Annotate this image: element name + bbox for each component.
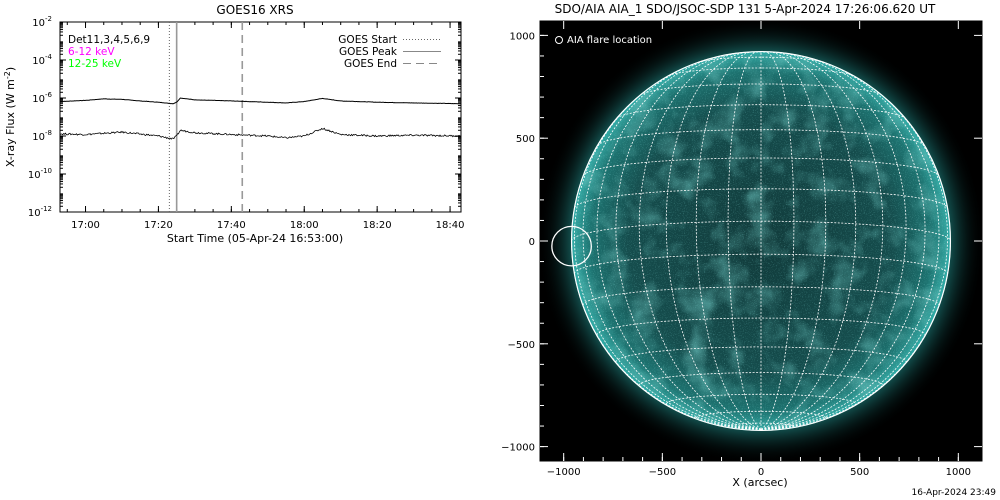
flare-location-circle (551, 225, 592, 267)
goes-x-ticks: 17:00 17:20 17:40 18:00 18:20 18:40 (66, 22, 465, 231)
aia-title: SDO/AIA AIA_1 SDO/JSOC-SDP 131 5-Apr-202… (555, 2, 936, 16)
aia-x-tick-label: 0 (758, 467, 764, 478)
aia-solar-image (540, 21, 982, 461)
flare-legend-label: AIA flare location (567, 35, 652, 46)
latitude-line (616, 104, 906, 119)
goes-x-tick-label: 18:00 (290, 220, 319, 231)
goes-y-tick-label: 10-8 (32, 129, 52, 143)
goes-marker-legend: GOES Start GOES Peak GOES End (338, 34, 441, 70)
longitude-line (727, 51, 762, 430)
longitude-line (760, 51, 857, 430)
aia-y-tick-label: 0 (529, 237, 535, 248)
aia-y-tick-label: −500 (508, 340, 535, 351)
goes-x-axis-label: Start Time (05-Apr-24 16:53:00) (167, 232, 343, 245)
longitude-line (615, 52, 762, 430)
goes-series (59, 97, 462, 140)
latitude-line (574, 188, 948, 208)
aia-disk-texture (571, 51, 951, 431)
longitude-line (582, 59, 762, 430)
aia-y-ticks: 1000 500 0 −500 −1000 (501, 31, 982, 454)
longitude-line (760, 79, 949, 430)
goes-legend-12-25kev: 12-25 keV (68, 58, 122, 70)
goes-x-tick-label: 17:20 (144, 220, 173, 231)
longitude-line (760, 52, 907, 430)
footer-timestamp: 16-Apr-2024 23:49 (912, 488, 997, 498)
goes-x-tick-label: 17:40 (217, 220, 246, 231)
longitude-line (760, 51, 795, 430)
latitude-line (668, 67, 854, 77)
aia-x-ticks: −1000 −500 0 500 1000 (547, 21, 971, 478)
legend-goes-peak-label: GOES Peak (339, 46, 398, 58)
goes-y-tick-label: 10-10 (28, 167, 52, 181)
goes-y-axis-label: X-ray Flux (W m-2) (3, 67, 17, 167)
longitude-line (760, 51, 884, 430)
legend-goes-end-label: GOES End (344, 58, 397, 70)
goes-title: GOES16 XRS (216, 3, 293, 17)
goes-y-tick-label: 10-12 (28, 205, 52, 219)
longitude-line (760, 59, 940, 430)
goes-y-ticks: 10-2 10-4 10-6 10-8 10-10 10-12 (28, 15, 461, 219)
aia-y-tick-label: 1000 (510, 31, 535, 42)
aia-flare-legend: AIA flare location (555, 35, 652, 46)
aia-x-tick-label: −1000 (547, 467, 581, 478)
goes-panel: GOES16 XRS 10-2 10-4 10-6 10-8 10-10 10-12 17… (3, 3, 464, 245)
latitude-line (582, 286, 940, 306)
aia-x-axis-label: X (arcsec) (732, 476, 787, 489)
aia-x-tick-label: 1000 (946, 467, 971, 478)
goes-legend-6-12kev: 6-12 keV (68, 46, 115, 58)
goes-event-markers (168, 22, 244, 212)
goes-x-tick-label: 18:40 (436, 220, 465, 231)
longitude-line (638, 51, 762, 430)
goes-series-line-1 (59, 127, 462, 140)
heliographic-grid (571, 51, 951, 430)
goes-x-tick-label: 17:00 (71, 220, 100, 231)
longitude-line (573, 79, 762, 430)
goes-plot-frame (59, 21, 462, 213)
latitude-line (596, 129, 926, 146)
flare-legend-symbol (555, 36, 563, 44)
aia-x-tick-label: 500 (850, 467, 869, 478)
aia-panel: SDO/AIA AIA_1 SDO/JSOC-SDP 131 5-Apr-202… (501, 2, 983, 489)
goes-y-tick-label: 10-2 (32, 15, 52, 29)
goes-y-tick-label: 10-6 (32, 91, 52, 105)
longitude-line (760, 54, 926, 430)
aia-y-tick-label: −1000 (501, 443, 535, 454)
goes-y-tick-label: 10-4 (32, 53, 52, 67)
aia-limb-outline (570, 50, 952, 432)
latitude-line (640, 83, 882, 96)
aia-limb-glow (571, 51, 951, 431)
legend-goes-start-label: GOES Start (338, 34, 397, 46)
aia-y-tick-label: 500 (516, 134, 535, 145)
aia-x-tick-label: −500 (649, 467, 676, 478)
goes-detector-info: Det11,3,4,5,6,9 (68, 34, 150, 46)
longitude-line (695, 51, 762, 430)
longitude-line (596, 54, 762, 430)
goes-series-line-0 (59, 97, 462, 105)
longitude-line (760, 51, 827, 430)
longitude-line (665, 51, 762, 430)
goes-x-tick-label: 18:20 (363, 220, 392, 231)
